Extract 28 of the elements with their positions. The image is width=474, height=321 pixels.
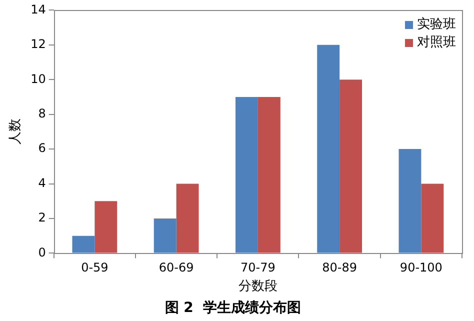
legend-label: 实验班	[417, 16, 456, 34]
y-tick-label: 6	[38, 141, 46, 156]
bar	[176, 184, 199, 253]
y-tick-label: 14	[30, 2, 46, 16]
bar	[317, 44, 340, 253]
x-axis-title: 分数段	[238, 278, 278, 294]
bar	[154, 218, 176, 253]
y-tick-label: 0	[38, 245, 46, 260]
bar	[258, 96, 280, 253]
bar	[235, 96, 258, 253]
bar	[72, 236, 95, 253]
x-tick-label: 80-89	[322, 260, 357, 275]
bar	[340, 80, 362, 253]
y-tick-label: 2	[38, 210, 46, 225]
x-tick-label: 60-69	[158, 260, 194, 275]
y-tick-label: 12	[30, 37, 46, 52]
legend-label: 对照班	[417, 34, 456, 52]
x-tick-label: 0-59	[81, 260, 108, 275]
bar	[421, 184, 444, 253]
y-tick-label: 8	[38, 106, 46, 120]
text: 图 2 学生成绩分布图	[164, 300, 302, 316]
x-tick-label: 90-100	[400, 260, 442, 275]
y-tick-label: 10	[30, 72, 46, 86]
bar	[94, 201, 118, 253]
bar	[398, 149, 422, 253]
x-tick-label: 70-79	[240, 260, 276, 275]
y-axis-title: 人数	[8, 118, 24, 145]
y-tick-label: 4	[38, 176, 46, 190]
